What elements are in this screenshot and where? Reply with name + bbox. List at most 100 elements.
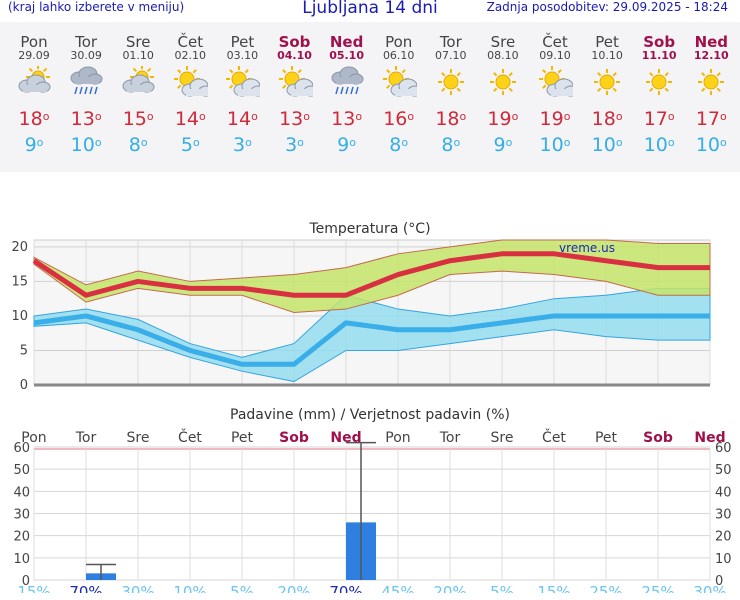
sun-icon [489,69,516,95]
x-tick-label: Ned [330,430,361,446]
min-temperature: 10o [695,134,727,156]
precip-probability: 15% [17,583,50,593]
min-temperature: 8o [441,134,461,156]
sun-cloud-icon [539,66,573,97]
y-tick-label: 30 [13,508,30,523]
min-temperature: 5o [180,134,200,156]
day-name: Ned [329,33,364,51]
day-name: Pon [20,33,48,51]
day-column: Pon 29.09 18o 9o [8,22,60,156]
sun-icon [594,69,621,95]
min-series-line [33,313,710,367]
day-column: Tor 30.09 13o 10o [60,22,112,156]
precip-probability: 5% [230,583,254,593]
y-tick-label: 50 [13,463,30,478]
chart-title: Padavine (mm) / Verjetnost padavin (%) [230,407,510,423]
y-tick-label: 60 [13,441,30,456]
min-temperature: 8o [389,134,409,156]
precip-probability: 30% [693,583,726,593]
y-tick-label: 0 [715,574,723,589]
precip-probability: 45% [381,583,414,593]
day-date: 30.09 [70,49,102,62]
y-tick-label: 10 [11,309,28,324]
min-temperature: 10o [539,134,571,156]
day-column: Čet 02.10 14o 5o [164,22,216,156]
max-temperature: 15o [122,108,154,130]
min-temperature: 9o [337,134,356,156]
max-series-line [32,251,710,298]
min-temperature: 10o [643,134,675,156]
x-tick-label: Sob [279,430,309,446]
day-name: Sob [278,33,311,51]
day-date: 10.10 [591,49,623,62]
min-temperature: 10o [591,134,623,156]
y-tick-label: 20 [11,240,28,255]
precip-probability: 10% [173,583,206,593]
day-date: 12.10 [693,49,729,62]
day-column: Sob 04.10 13o 3o [269,22,321,156]
y-tick-label: 60 [715,441,732,456]
precip-probability: 25% [641,583,674,593]
sun-cloud-icon [174,66,209,97]
x-tick-label: Čet [178,428,202,446]
precip-probability: 30% [121,583,154,593]
x-tick-label: Tor [75,430,97,446]
day-column: Sre 01.10 15o 8o [112,22,164,156]
max-range-band [33,239,711,314]
day-date: 09.10 [539,49,571,62]
day-column: Pet 10.10 18o 10o [581,22,633,156]
min-temperature: 9o [24,134,44,156]
max-temperature: 16o [383,108,415,130]
min-temperature: 3o [285,134,304,156]
min-temperature: 9o [493,134,513,156]
x-tick-label: Ned [694,430,725,446]
region-menu-hint: (kraj lahko izberete v meniju) [8,0,185,14]
x-tick-label: Sre [491,430,514,446]
x-tick-label: Pet [595,430,618,446]
max-temperature: 18o [435,108,467,130]
min-temperature: 8o [128,134,148,156]
y-tick-label: 0 [20,378,28,393]
min-temperature: 3o [232,134,252,156]
watermark: vreme.us [559,241,615,255]
precip-probability: 20% [433,583,466,593]
x-tick-label: Sob [643,430,673,446]
y-tick-label: 0 [22,574,30,589]
min-temperature: 10o [70,134,102,156]
sun-cloud-icon [382,66,417,97]
y-tick-label: 40 [13,485,30,500]
precip-probability: 25% [589,583,622,593]
daily-forecast-strip: Pon 29.09 18o 9o Tor 30.09 13o 10o Sre 01.10 15o 8o… [0,22,740,172]
day-name: Pet [595,33,619,51]
day-date: 07.10 [435,49,467,62]
day-date: 02.10 [174,49,207,62]
day-date: 03.10 [226,49,259,62]
rain-cloud-icon [331,66,364,95]
sun-cloud-icon [278,66,313,97]
max-temperature: 17o [643,108,675,130]
chart-title: Temperatura (°C) [308,221,430,237]
max-temperature: 13o [70,108,102,130]
x-tick-label: Pon [21,430,46,446]
y-tick-label: 10 [13,552,30,567]
x-tick-label: Čet [542,428,566,446]
precip-probability: 70% [69,583,102,593]
x-tick-label: Tor [439,430,461,446]
day-column: Ned 12.10 17o 10o [685,22,737,156]
y-tick-label: 50 [715,463,732,478]
precip-probability: 20% [277,583,310,593]
max-temperature: 19o [539,108,571,130]
day-column: Sob 11.10 17o 10o [633,22,685,156]
page-title: Ljubljana 14 dni [302,0,438,18]
max-temperature: 13o [279,108,310,130]
day-column: Pet 03.10 14o 3o [216,22,268,156]
y-tick-label: 20 [715,530,732,545]
day-name: Čet [542,33,568,51]
precip-probability: 5% [490,583,514,593]
day-date: 29.09 [18,49,50,62]
sun-cloud-icon [226,66,261,97]
day-name: Ned [694,33,729,51]
max-temperature: 17o [695,108,727,130]
day-name: Sob [643,33,676,51]
day-name: Čet [177,33,204,51]
